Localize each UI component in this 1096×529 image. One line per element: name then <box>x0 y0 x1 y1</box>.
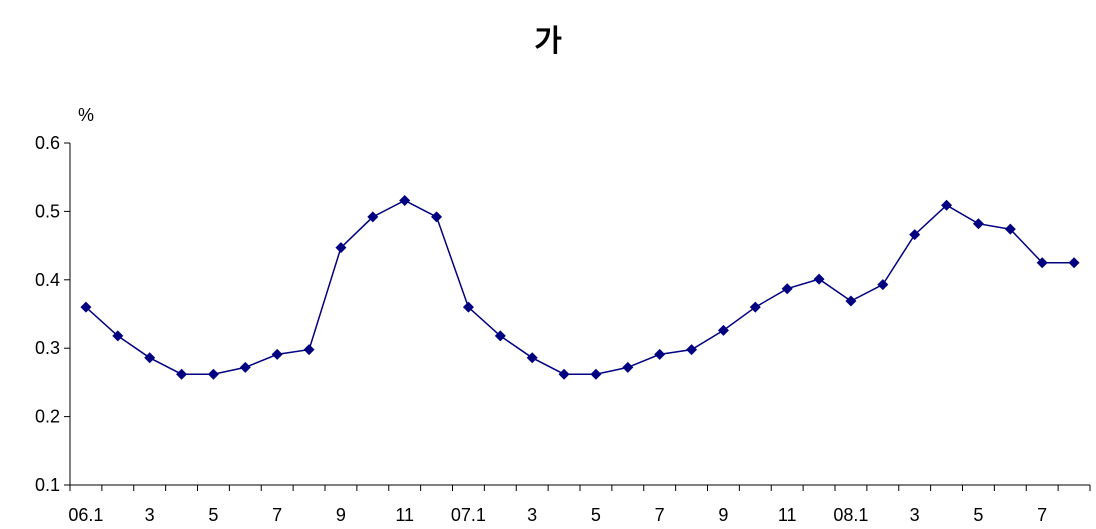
y-axis-unit-label: % <box>78 105 94 125</box>
y-tick-label: 0.6 <box>35 133 60 153</box>
data-point <box>207 368 219 380</box>
x-tick-label: 07.1 <box>451 505 486 525</box>
y-tick-label: 0.3 <box>35 338 60 358</box>
x-tick-label: 06.1 <box>68 505 103 525</box>
data-point <box>813 273 825 285</box>
data-point <box>781 283 793 295</box>
chart-title: 가 <box>534 24 562 59</box>
data-point <box>462 301 474 313</box>
x-tick-label: 5 <box>973 505 983 525</box>
data-point <box>972 218 984 230</box>
data-point <box>590 368 602 380</box>
series-line <box>85 199 1075 375</box>
x-tick-label: 08.1 <box>833 505 868 525</box>
y-tick-label: 0.4 <box>35 270 60 290</box>
x-tick-label: 3 <box>527 505 537 525</box>
x-tick-label: 11 <box>395 505 414 525</box>
data-point <box>558 368 570 380</box>
data-point <box>494 330 506 342</box>
data-point <box>877 279 889 291</box>
x-tick-label: 7 <box>1037 505 1047 525</box>
y-axis-ticks: 0.1 0.2 0.3 0.4 0.5 0.6 <box>35 133 70 495</box>
x-tick-label: 9 <box>336 505 346 525</box>
x-tick-label: 3 <box>910 505 920 525</box>
data-point <box>271 348 283 360</box>
data-point <box>239 361 251 373</box>
data-point <box>80 301 92 313</box>
data-point <box>654 348 666 360</box>
x-tick-label: 9 <box>718 505 728 525</box>
x-tick-label: 7 <box>272 505 282 525</box>
data-point <box>431 211 443 223</box>
data-point <box>941 199 953 211</box>
axes <box>69 143 1090 486</box>
x-tick-label: 11 <box>778 505 797 525</box>
x-axis-ticks: 06.1 3 5 7 9 11 07.1 3 5 7 9 11 08.1 3 5 7 <box>68 485 1091 525</box>
data-point <box>749 301 761 313</box>
y-tick-label: 0.5 <box>35 201 60 221</box>
data-point <box>686 344 698 356</box>
data-point <box>845 295 857 307</box>
data-point <box>399 194 411 206</box>
x-tick-label: 5 <box>591 505 601 525</box>
series-group <box>80 194 1080 380</box>
data-point <box>1036 257 1048 269</box>
data-point <box>1068 257 1080 269</box>
x-tick-label: 3 <box>145 505 155 525</box>
data-point <box>622 361 634 373</box>
data-point <box>335 242 347 254</box>
data-point <box>176 368 188 380</box>
x-tick-label: 7 <box>655 505 665 525</box>
data-point <box>1004 223 1016 235</box>
x-tick-label: 5 <box>208 505 218 525</box>
data-point <box>717 324 729 336</box>
data-point <box>526 352 538 364</box>
data-point <box>303 344 315 356</box>
data-point <box>367 211 379 223</box>
y-tick-label: 0.2 <box>35 407 60 427</box>
y-tick-label: 0.1 <box>35 475 60 495</box>
data-point <box>909 229 921 241</box>
data-point <box>112 330 124 342</box>
data-point <box>144 352 156 364</box>
